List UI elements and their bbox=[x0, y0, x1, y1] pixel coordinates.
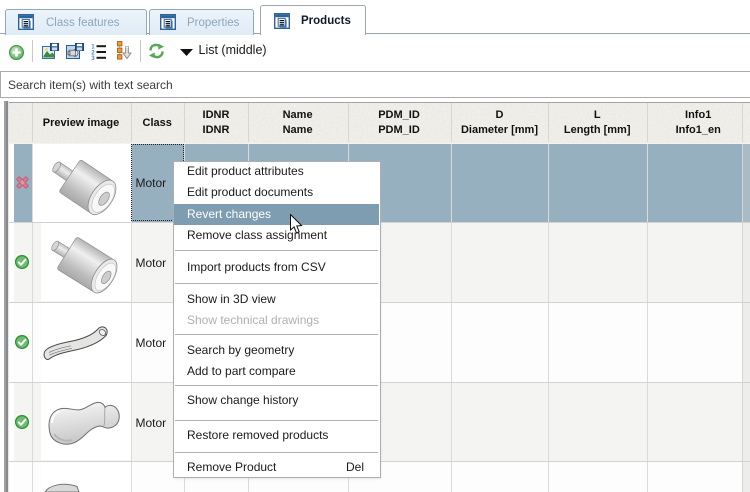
svg-text:3: 3 bbox=[91, 55, 95, 60]
svg-text:1: 1 bbox=[91, 44, 95, 51]
svg-text:2: 2 bbox=[91, 49, 95, 56]
